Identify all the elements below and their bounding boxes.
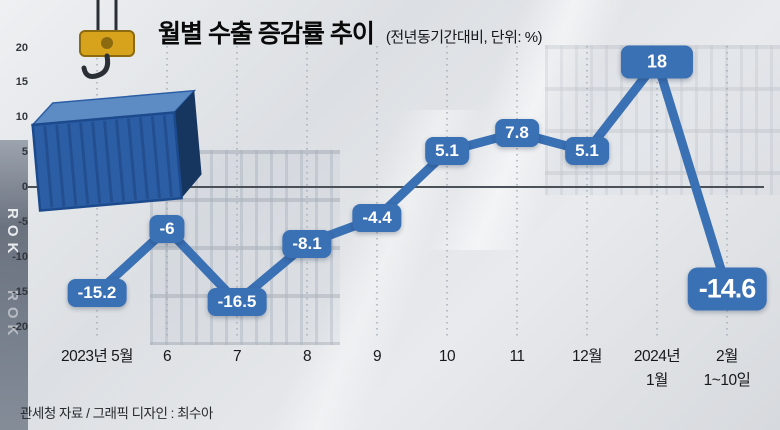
y-axis: 20 15 10 5 0 -5 -10 -15 -20 — [0, 0, 40, 430]
x-axis-label: 2024년 1월 — [633, 348, 681, 390]
crane-cables — [96, 0, 118, 34]
data-point-label: -15.2 — [67, 279, 127, 307]
background-text-rok: ROK — [4, 290, 21, 342]
data-point-label: -14.6 — [687, 267, 767, 311]
background-photo-containers-middle — [150, 150, 340, 345]
x-axis-label: 7 — [232, 348, 242, 365]
y-axis-label: -10 — [12, 250, 28, 263]
x-axis-label: 11 — [509, 348, 525, 365]
x-axis-label: 6 — [162, 348, 172, 365]
x-axis-label: 2023년 5월 — [61, 348, 133, 365]
x-axis-label: 9 — [372, 348, 382, 365]
y-axis-label: -20 — [12, 320, 28, 333]
y-axis-label: 5 — [21, 146, 28, 159]
page-title: 월별 수출 증감률 추이 — [158, 20, 375, 48]
crane-pulley-block — [79, 30, 135, 57]
crane-pulley-wheel — [101, 37, 113, 49]
y-axis-label: 0 — [21, 181, 28, 193]
background-text-rok: ROK — [4, 208, 21, 260]
background-photo-containers-right — [545, 45, 780, 195]
y-axis-label: -15 — [12, 285, 28, 298]
background-photo-containers-left: ROK ROK — [0, 140, 28, 430]
chart-header: 월별 수출 증감률 추이 (전년동기간대비, 단위: %) — [158, 14, 543, 50]
x-axis-label: 10 — [438, 348, 456, 365]
x-axis-label: 12월 — [571, 348, 603, 365]
x-axis: 2023년 5월 6 7 8 9 10 11 12월 2024년 1월 2월 1~10일 — [0, 345, 780, 397]
container-top-face — [30, 89, 197, 126]
x-axis-label: 8 — [302, 348, 312, 365]
y-axis-label: -5 — [18, 215, 28, 228]
source-caption: 관세청 자료 / 그래픽 디자인 : 최수아 — [20, 406, 213, 421]
data-point-label: 5.1 — [425, 137, 469, 166]
y-axis-label: 15 — [15, 76, 28, 89]
x-axis-label: 2월 1~10일 — [703, 348, 751, 390]
crane-hook-icon — [81, 53, 111, 79]
y-axis-label: 20 — [15, 41, 28, 54]
data-point-label: 7.8 — [495, 118, 539, 147]
data-point-label: -4.4 — [352, 203, 402, 232]
chart-subtitle: (전년동기간대비, 단위: %) — [385, 29, 543, 46]
y-axis-label: 10 — [15, 111, 28, 124]
